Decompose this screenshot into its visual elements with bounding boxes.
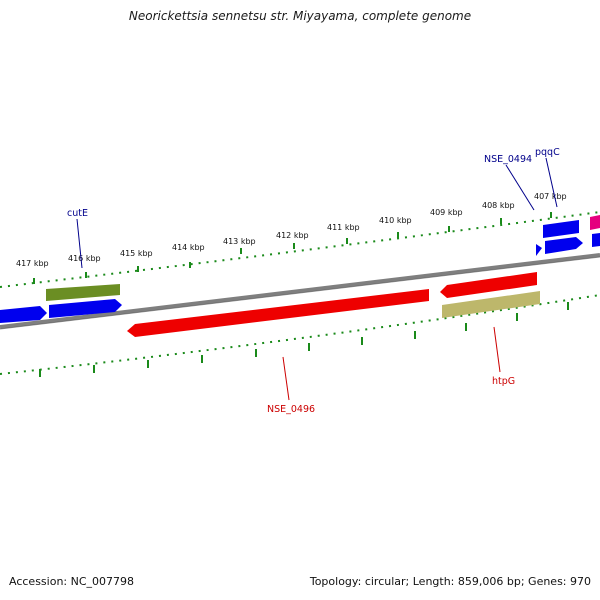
outer-ruler [0,211,600,288]
genome-summary-text: Topology: circular; Length: 859,006 bp; … [309,575,591,588]
inner-ruler [0,294,600,375]
genome-backbone [0,253,600,329]
cutE-leader [76,218,83,269]
gene-label-cutE: cutE [67,208,88,219]
tick-label-408: 408 kbp [482,201,515,210]
genome-backbone-shade [0,256,600,330]
gene-magenta-feature[interactable] [590,215,600,230]
gene-label-pqqC: pqqC [535,147,560,158]
gene-blue-left-feature[interactable] [0,306,47,323]
gene-pqqC-feature[interactable] [545,237,583,254]
tick-label-413: 413 kbp [223,237,256,246]
htpG-leader [493,326,501,373]
map-title: Neorickettsia sennetsu str. Miyayama, co… [128,9,472,23]
tick-label-417: 417 kbp [16,259,49,268]
tick-label-409: 409 kbp [430,208,463,217]
tick-label-416: 416 kbp [68,254,101,263]
gene-htpG-feature[interactable] [440,272,537,298]
tick-label-407: 407 kbp [534,192,567,201]
gene-cutE-feature[interactable] [46,284,120,301]
pqqC-leader [545,157,558,208]
accession-text: Accession: NC_007798 [9,575,135,588]
tick-label-412: 412 kbp [276,231,309,240]
nse0496-leader [282,356,290,401]
gene-label-htpG: htpG [492,376,515,387]
tick-label-410: 410 kbp [379,216,412,225]
inner-ticks [39,302,569,377]
gene-nse0496-feature[interactable] [127,289,429,337]
gene-blue-416-feature[interactable] [49,299,122,318]
gene-nse0494-feature[interactable] [543,220,579,238]
gene-khaki-feature[interactable] [442,291,540,318]
outer-major-ticks [33,212,552,284]
nse0494-leader [505,164,535,211]
gene-label-nse0496: NSE_0496 [267,404,315,415]
gene-label-nse0494: NSE_0494 [484,154,532,165]
tick-label-414: 414 kbp [172,243,205,252]
tick-label-411: 411 kbp [327,223,360,232]
tick-label-415: 415 kbp [120,249,153,258]
gene-blue-edge-feature[interactable] [592,233,600,247]
gene-blue-small-feature[interactable] [536,244,542,256]
